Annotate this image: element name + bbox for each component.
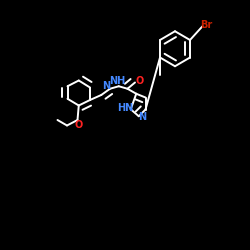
Text: N: N	[102, 81, 110, 91]
Text: HN: HN	[117, 103, 134, 113]
Text: NH: NH	[110, 76, 126, 86]
Text: Br: Br	[200, 20, 212, 30]
Text: N: N	[138, 112, 146, 122]
Text: O: O	[74, 120, 83, 130]
Text: O: O	[136, 76, 144, 86]
